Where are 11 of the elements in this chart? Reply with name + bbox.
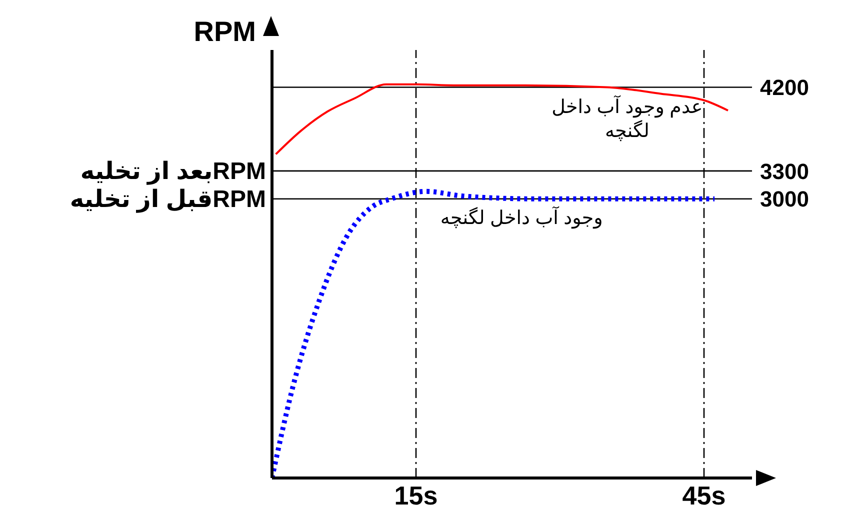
ref-line-label: RPMبعد از تخلیه: [80, 158, 266, 185]
annotation: وجود آب داخل لگنچه: [439, 206, 604, 231]
x-tick-label: 15s: [394, 480, 438, 510]
y-axis-title: RPM: [194, 16, 256, 48]
y-tick-label: 3300: [760, 158, 809, 184]
y-tick-label: 3000: [760, 186, 809, 212]
line-series: [274, 83, 729, 156]
ref-line-label: RPMقبل از تخلیه: [70, 186, 266, 213]
x-tick-label: 45s: [682, 480, 726, 510]
annotation: عدم وجود آب داخل لگنچه: [550, 96, 704, 144]
y-tick-label: 4200: [760, 75, 809, 100]
